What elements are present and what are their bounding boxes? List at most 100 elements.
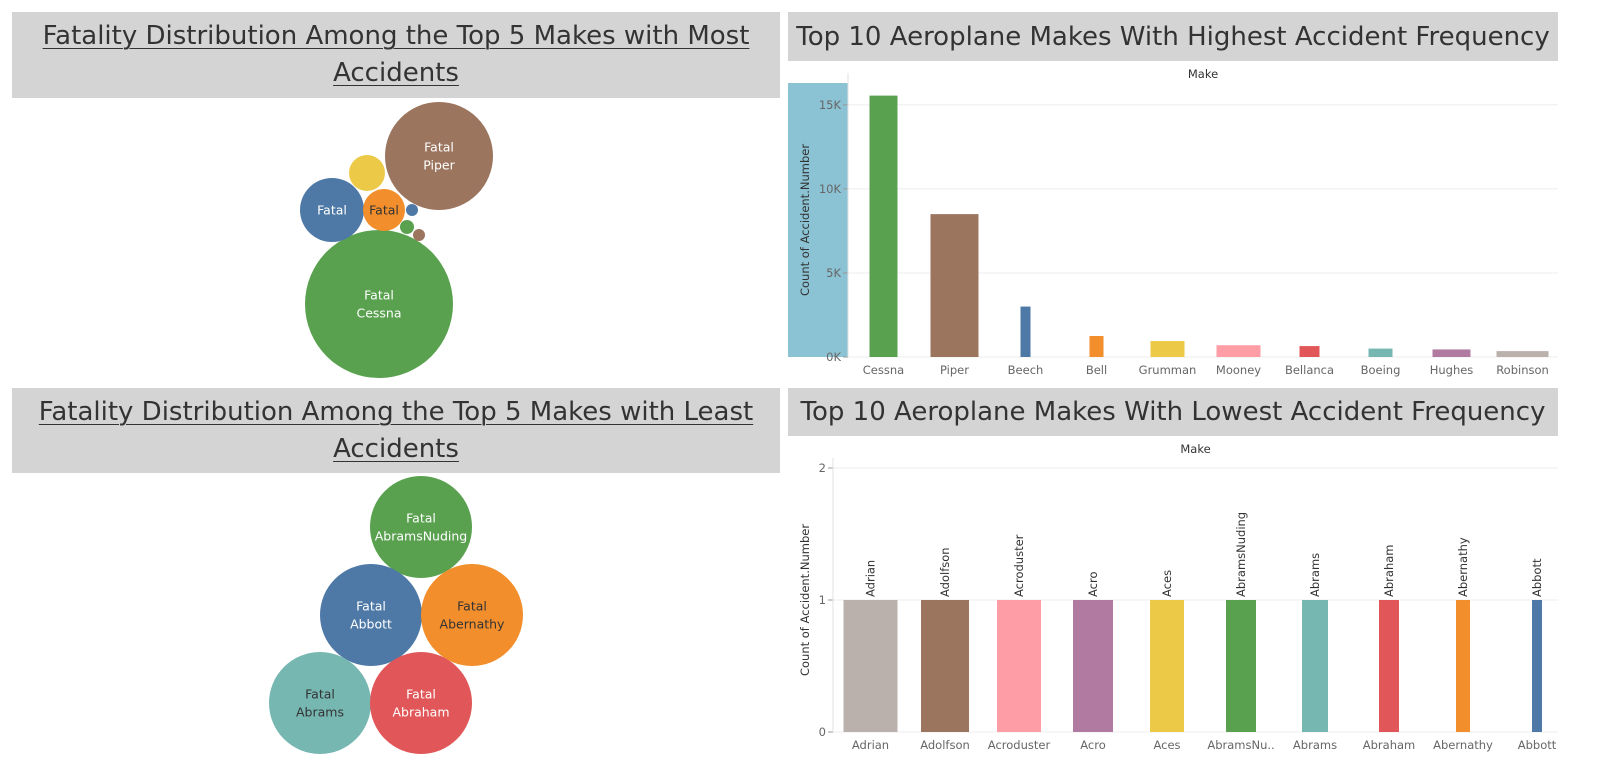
low-bar-aces — [1150, 600, 1184, 732]
low-x-tick-label-aces: Aces — [1153, 738, 1180, 752]
least-bubble-abramsnuding-label-0: Fatal — [406, 511, 436, 526]
high-x-tick-label-grumman: Grumman — [1139, 363, 1197, 377]
low-y-axis-label: Count of Accident.Number — [798, 524, 812, 676]
low-x-tick-label-acro: Acro — [1080, 738, 1106, 752]
low-column-header: Make — [1180, 442, 1210, 456]
high-bar-boeing — [1368, 348, 1393, 357]
least-bubble-abrams-circle — [269, 652, 371, 754]
most-bubble-piper-label-0: Fatal — [424, 140, 454, 155]
low-x-tick-label-adrian: Adrian — [852, 738, 889, 752]
least-bubble-abbott-label-1: Abbott — [350, 617, 392, 632]
least-bubble-abbott-circle — [320, 564, 422, 666]
high-x-tick-label-beech: Beech — [1008, 363, 1044, 377]
lowest-frequency-title: Top 10 Aeroplane Makes With Lowest Accid… — [800, 397, 1546, 427]
least-bubble-abbott: Fatal Abbott — [320, 564, 422, 666]
high-bar-cessna — [869, 95, 898, 357]
low-bar-acro — [1073, 600, 1113, 732]
least-bubble-abernathy-label-1: Abernathy — [440, 617, 506, 632]
most-bubble-cessna-label-0: Fatal — [364, 288, 394, 303]
low-bar-adolfson — [921, 600, 969, 732]
most-accidents-bubble-chart: Fatal Cessna Fatal Piper Fatal Fatal — [300, 102, 493, 378]
lowest-frequency-title-box: Top 10 Aeroplane Makes With Lowest Accid… — [788, 388, 1558, 436]
most-bubble-unlabeled-6 — [400, 220, 414, 234]
low-x-tick-label-abraham: Abraham — [1363, 738, 1415, 752]
high-bar-bellanca — [1299, 346, 1320, 357]
high-y-tick-label-2: 10K — [819, 182, 842, 196]
most-accidents-bubble-title: Fatality Distribution Among the Top 5 Ma… — [42, 21, 750, 88]
most-bubble-piper-label-1: Piper — [423, 158, 455, 173]
most-bubble-beech-label-0: Fatal — [317, 203, 347, 218]
low-bar-label-abbott: Abbott — [1530, 558, 1544, 597]
low-y-tick-label-1: 1 — [819, 593, 826, 607]
high-x-tick-label-piper: Piper — [940, 363, 969, 377]
most-bubble-unlabeled-7 — [413, 229, 425, 241]
high-bar-grumman — [1150, 341, 1185, 357]
least-accidents-bubble-title-box: Fatality Distribution Among the Top 5 Ma… — [12, 388, 780, 473]
most-bubble-beech: Fatal — [300, 178, 364, 242]
high-y-tick-label-3: 15K — [819, 98, 842, 112]
low-bar-label-aces: Aces — [1160, 570, 1174, 597]
most-bubble-unlabeled-7-circle — [413, 229, 425, 241]
least-bubble-abrams: Fatal Abrams — [269, 652, 371, 754]
low-x-tick-label-abramsnuding: AbramsNu.. — [1207, 738, 1274, 752]
highest-frequency-title: Top 10 Aeroplane Makes With Highest Acci… — [796, 21, 1550, 52]
high-bar-mooney — [1216, 345, 1261, 357]
least-bubble-abramsnuding: Fatal AbramsNuding — [370, 476, 472, 578]
low-bar-abbott — [1532, 600, 1542, 732]
high-bar-bell — [1089, 335, 1104, 357]
low-x-tick-label-abrams: Abrams — [1293, 738, 1337, 752]
high-bar-piper — [930, 214, 979, 357]
most-bubble-piper-circle — [385, 102, 493, 210]
low-bar-label-acro: Acro — [1086, 572, 1100, 598]
low-x-tick-label-abbott: Abbott — [1518, 738, 1557, 752]
high-y-axis-label: Count of Accident.Number — [798, 144, 812, 296]
high-x-tick-label-hughes: Hughes — [1430, 363, 1474, 377]
high-bar-beech — [1020, 306, 1031, 357]
most-bubble-bell-circle — [363, 189, 405, 231]
least-bubble-abramsnuding-label-1: AbramsNuding — [375, 529, 468, 544]
low-bar-label-abernathy: Abernathy — [1456, 537, 1470, 597]
most-bubble-unlabeled-5-circle — [406, 204, 418, 216]
least-bubble-abraham-label-0: Fatal — [406, 687, 436, 702]
high-x-tick-label-mooney: Mooney — [1216, 363, 1261, 377]
low-bar-label-adrian: Adrian — [864, 560, 878, 597]
low-bar-label-abraham: Abraham — [1382, 545, 1396, 597]
most-bubble-bell-label-0: Fatal — [369, 203, 399, 218]
most-bubble-cessna: Fatal Cessna — [305, 230, 453, 378]
high-x-tick-label-boeing: Boeing — [1361, 363, 1401, 377]
high-bar-hughes — [1432, 349, 1471, 357]
high-y-tick-label-1: 5K — [826, 266, 841, 280]
least-bubble-abrams-label-0: Fatal — [305, 687, 335, 702]
low-y-tick-label-0: 0 — [819, 725, 826, 739]
low-y-tick-label-2: 2 — [819, 461, 826, 475]
low-bar-abramsnuding — [1226, 600, 1256, 732]
most-bubble-bell: Fatal — [363, 189, 405, 231]
high-axis-highlight — [788, 83, 848, 357]
most-bubble-cessna-circle — [305, 230, 453, 378]
most-bubble-unlabeled-6-circle — [400, 220, 414, 234]
highest-frequency-bar-chart: Make 0K 5K 10K 15K Count of Accident.Number Ce… — [788, 67, 1558, 377]
most-bubble-cessna-label-1: Cessna — [356, 306, 401, 321]
least-bubble-abernathy: Fatal Abernathy — [421, 564, 523, 666]
high-x-tick-label-cessna: Cessna — [863, 363, 904, 377]
most-bubble-unlabeled-5 — [406, 204, 418, 216]
least-bubble-abraham-circle — [370, 652, 472, 754]
high-bar-robinson — [1496, 351, 1549, 357]
least-bubble-abernathy-circle — [421, 564, 523, 666]
low-x-tick-label-acroduster: Acroduster — [988, 738, 1051, 752]
least-bubble-abraham: Fatal Abraham — [370, 652, 472, 754]
least-bubble-abrams-label-1: Abrams — [296, 705, 344, 720]
low-bar-adrian — [843, 600, 898, 732]
least-bubble-abernathy-label-0: Fatal — [457, 599, 487, 614]
high-column-header: Make — [1188, 67, 1218, 81]
low-x-tick-label-abernathy: Abernathy — [1433, 738, 1493, 752]
low-bar-label-adolfson: Adolfson — [938, 547, 952, 597]
most-bubble-piper: Fatal Piper — [385, 102, 493, 210]
least-bubble-abramsnuding-circle — [370, 476, 472, 578]
low-bar-label-abrams: Abrams — [1308, 553, 1322, 597]
low-bar-label-abramsnuding: AbramsNuding — [1234, 512, 1248, 597]
lowest-frequency-bar-chart: Make 0 1 2 Count of Accident.Number Adrian Adr… — [798, 442, 1558, 752]
most-bubble-grumman — [349, 155, 385, 191]
least-bubble-abraham-label-1: Abraham — [392, 705, 449, 720]
low-bar-acroduster — [997, 600, 1041, 732]
